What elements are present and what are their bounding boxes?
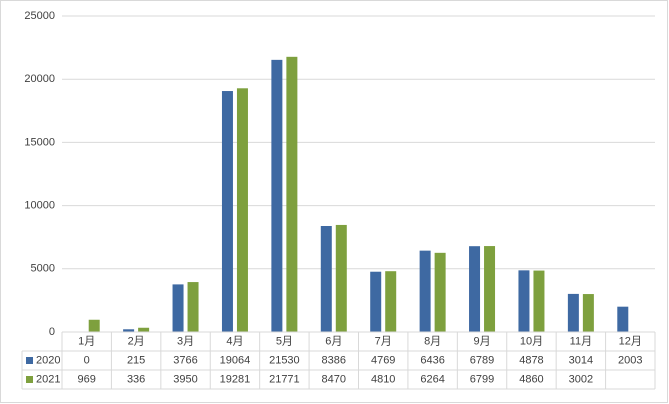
y-tick-label: 0 <box>49 326 55 338</box>
bar <box>320 226 332 332</box>
bar <box>187 282 199 332</box>
x-tick-label: 12月 <box>619 335 642 347</box>
bar <box>484 246 496 332</box>
x-tick-label: 10月 <box>520 335 543 347</box>
legend-swatch <box>26 376 33 383</box>
bar <box>434 252 446 332</box>
table-value: 3014 <box>569 354 593 366</box>
table-value: 4769 <box>371 354 395 366</box>
table-value: 19281 <box>220 373 251 385</box>
bar <box>138 327 150 332</box>
x-tick-label: 6月 <box>325 335 342 347</box>
table-value: 3002 <box>569 373 593 385</box>
bar <box>221 91 233 332</box>
table-value: 8470 <box>322 373 346 385</box>
legend-label: 2020 <box>36 354 60 366</box>
table-value: 6789 <box>470 354 494 366</box>
bar <box>370 271 382 332</box>
table-value: 6436 <box>420 354 444 366</box>
bar <box>286 56 298 332</box>
table-value: 21530 <box>269 354 300 366</box>
bar <box>567 293 579 332</box>
table-value: 21771 <box>269 373 300 385</box>
x-tick-label: 4月 <box>226 335 243 347</box>
table-value: 19064 <box>220 354 251 366</box>
table-value: 4860 <box>519 373 543 385</box>
bar <box>582 294 594 332</box>
bar <box>469 246 481 332</box>
x-tick-label: 7月 <box>375 335 392 347</box>
bar <box>419 250 431 332</box>
x-tick-label: 5月 <box>276 335 293 347</box>
bar <box>236 88 248 332</box>
table-value: 4878 <box>519 354 543 366</box>
legend-swatch <box>26 357 33 364</box>
bar <box>617 306 629 332</box>
table-value: 969 <box>78 373 96 385</box>
table-value: 8386 <box>322 354 346 366</box>
table-value: 215 <box>127 354 145 366</box>
table-value: 4810 <box>371 373 395 385</box>
y-tick-label: 15000 <box>24 136 55 148</box>
y-tick-label: 10000 <box>24 200 55 212</box>
table-value: 3950 <box>173 373 197 385</box>
bar <box>172 284 184 332</box>
table-value: 6264 <box>420 373 444 385</box>
x-tick-label: 1月 <box>78 335 95 347</box>
bar <box>518 270 530 332</box>
y-tick-label: 25000 <box>24 10 55 22</box>
table-value: 6799 <box>470 373 494 385</box>
legend-label: 2021 <box>36 373 60 385</box>
x-tick-label: 11月 <box>570 335 592 347</box>
table-value: 0 <box>84 354 90 366</box>
bar <box>385 271 397 332</box>
bar <box>533 270 545 332</box>
x-tick-label: 8月 <box>424 335 441 347</box>
bar <box>271 59 283 332</box>
x-tick-label: 3月 <box>177 335 194 347</box>
bar <box>123 329 135 332</box>
table-value: 336 <box>127 373 145 385</box>
bar <box>335 224 347 332</box>
table-value: 2003 <box>618 354 642 366</box>
y-tick-label: 5000 <box>31 263 55 275</box>
x-tick-label: 9月 <box>473 335 490 347</box>
bar <box>88 319 100 332</box>
x-tick-label: 2月 <box>128 335 145 347</box>
table-value: 3766 <box>173 354 197 366</box>
y-tick-label: 20000 <box>24 73 55 85</box>
